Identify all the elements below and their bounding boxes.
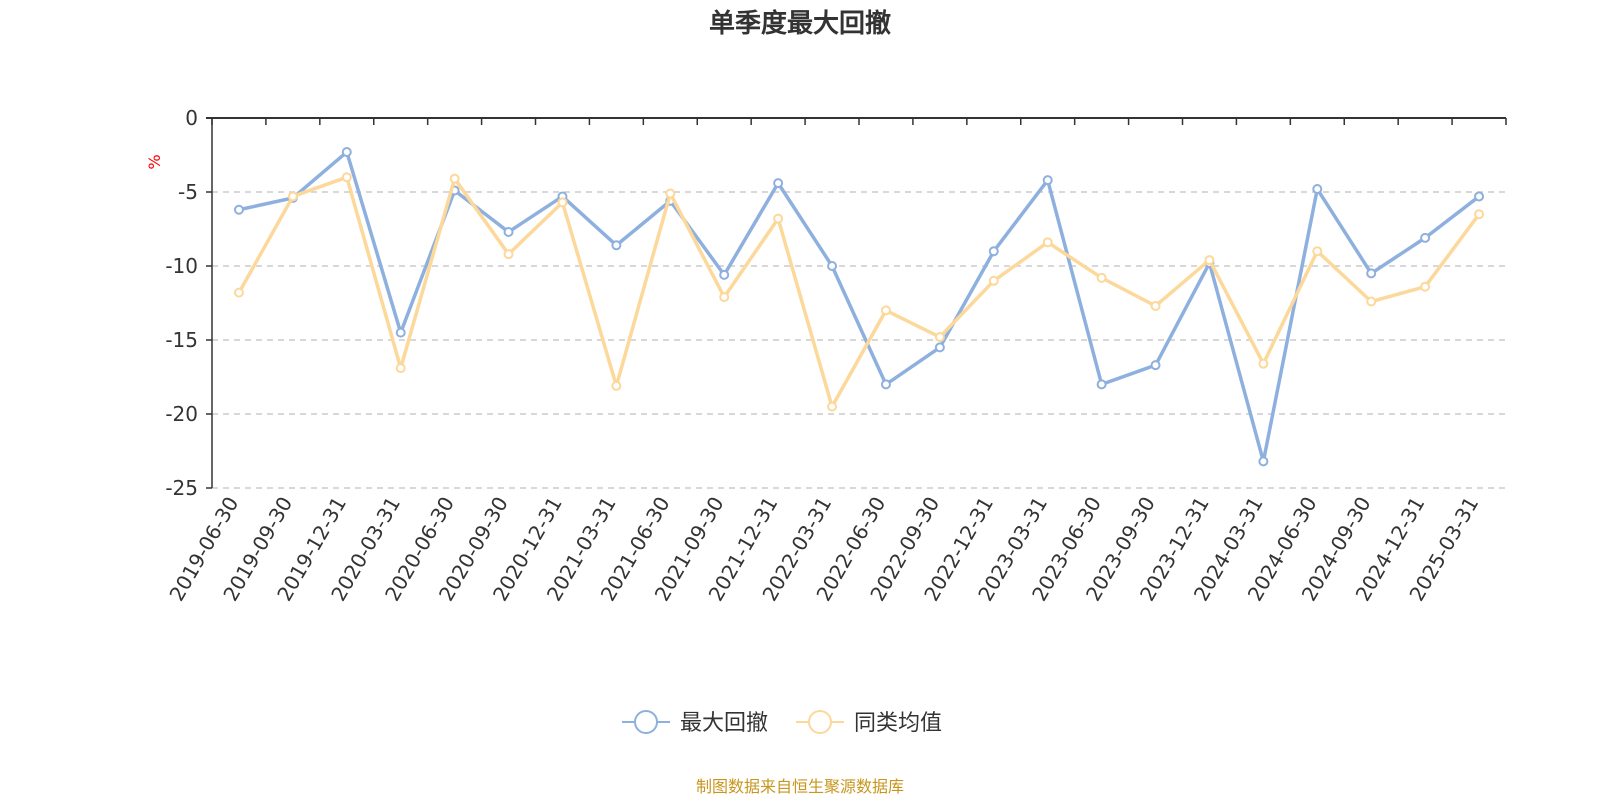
data-point <box>1096 272 1107 283</box>
data-point <box>988 246 999 257</box>
data-point <box>1150 360 1161 371</box>
y-tick-label: -10 <box>165 254 198 278</box>
data-point <box>1366 268 1377 279</box>
data-point <box>1312 246 1323 257</box>
data-point <box>773 178 784 189</box>
data-point <box>341 147 352 158</box>
data-point <box>665 188 676 199</box>
data-point <box>287 191 298 202</box>
data-point <box>1420 281 1431 292</box>
y-tick-label: -20 <box>165 402 198 426</box>
data-source-note: 制图数据来自恒生聚源数据库 <box>696 777 904 796</box>
data-point <box>880 305 891 316</box>
data-point <box>503 249 514 260</box>
data-point <box>719 269 730 280</box>
y-axis-unit: % <box>145 154 164 169</box>
data-point <box>449 173 460 184</box>
data-point <box>1204 255 1215 266</box>
y-tick-label: -15 <box>165 328 198 352</box>
legend-marker-icon <box>634 710 658 734</box>
data-point <box>341 172 352 183</box>
data-point <box>395 327 406 338</box>
data-point <box>934 342 945 353</box>
y-tick-label: -5 <box>178 180 198 204</box>
data-point <box>1420 232 1431 243</box>
data-point <box>988 275 999 286</box>
data-point <box>233 204 244 215</box>
data-point <box>395 363 406 374</box>
data-point <box>233 287 244 298</box>
y-tick-label: 0 <box>185 106 198 130</box>
data-point <box>611 240 622 251</box>
series-line <box>238 150 1481 464</box>
chart-title: 单季度最大回撤 <box>709 8 891 39</box>
data-point <box>880 379 891 390</box>
data-point <box>827 401 838 412</box>
data-point <box>827 261 838 271</box>
data-point <box>1258 358 1269 369</box>
series-lines <box>233 147 1485 467</box>
legend-label: 同类均值 <box>854 711 942 736</box>
series-line <box>237 175 1481 409</box>
data-point <box>773 213 784 224</box>
data-point <box>1474 209 1485 220</box>
data-point <box>1042 237 1053 248</box>
data-point <box>1366 296 1377 307</box>
data-point <box>1312 184 1323 195</box>
data-point <box>934 332 945 343</box>
grid-lines <box>212 191 1506 489</box>
data-point <box>611 380 622 391</box>
legend-label: 最大回撤 <box>680 711 768 736</box>
legend-marker-icon <box>808 710 832 734</box>
data-point <box>503 226 514 237</box>
data-point <box>719 292 730 303</box>
legend: 最大回撤 同类均值 <box>622 710 942 736</box>
data-point <box>557 197 568 208</box>
y-tick-label: -25 <box>165 476 198 500</box>
data-point <box>1258 456 1269 467</box>
data-point <box>1042 175 1053 186</box>
axes: 0-5-10-15-20-252019-06-302019-09-302019-… <box>164 106 1507 605</box>
data-point <box>1096 379 1107 390</box>
data-point <box>1150 300 1161 311</box>
data-point <box>1474 191 1485 202</box>
